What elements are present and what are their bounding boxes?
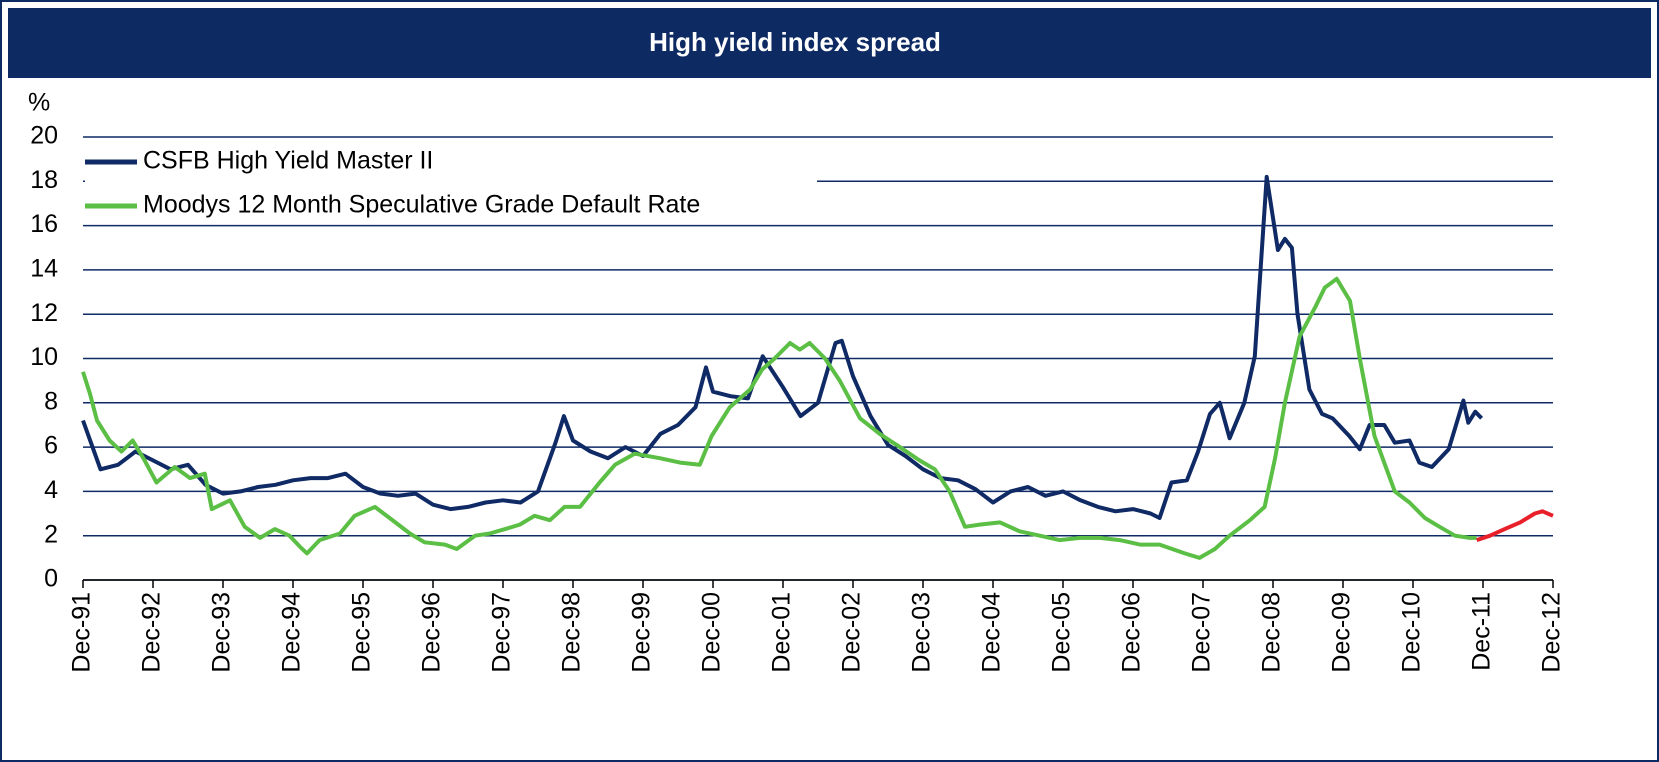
x-tick-label: Dec-10 <box>1398 592 1426 673</box>
x-tick-label: Dec-98 <box>558 592 586 673</box>
y-tick-label: 14 <box>30 255 58 283</box>
x-tick-label: Dec-08 <box>1258 592 1286 673</box>
x-tick-label: Dec-00 <box>698 592 726 673</box>
x-tick-label: Dec-96 <box>418 592 446 673</box>
y-tick-label: 16 <box>30 210 58 238</box>
y-tick-label: 10 <box>30 343 58 371</box>
y-tick-label: 20 <box>30 122 58 150</box>
y-tick-label: 6 <box>44 432 58 460</box>
x-tick-label: Dec-04 <box>978 592 1006 673</box>
x-tick-label: Dec-91 <box>68 592 96 673</box>
x-tick-label: Dec-09 <box>1328 592 1356 673</box>
x-tick-label: Dec-07 <box>1188 592 1216 673</box>
series-line <box>1476 509 1554 542</box>
header-bar <box>8 8 1651 78</box>
chart-title: High yield index spread <box>649 27 941 57</box>
legend-box <box>85 148 817 222</box>
x-tick-label: Dec-11 <box>1468 592 1496 671</box>
x-tick-label: Dec-97 <box>488 592 516 673</box>
x-tick-label: Dec-93 <box>208 592 236 673</box>
y-tick-label: 12 <box>30 299 58 327</box>
legend-label: CSFB High Yield Master II <box>143 147 433 175</box>
x-tick-label: Dec-06 <box>1118 592 1146 673</box>
x-tick-label: Dec-92 <box>138 592 166 673</box>
legend-label: Moodys 12 Month Speculative Grade Defaul… <box>143 191 700 219</box>
x-tick-label: Dec-12 <box>1538 592 1566 673</box>
series-line <box>81 276 1477 560</box>
y-tick-label: 2 <box>44 520 58 548</box>
y-tick-label: 4 <box>44 476 58 504</box>
y-tick-label: 18 <box>30 166 58 194</box>
y-tick-label: 0 <box>44 565 58 593</box>
y-axis-label: % <box>28 89 50 117</box>
series-line <box>81 174 1484 520</box>
y-tick-label: 8 <box>44 387 58 415</box>
x-tick-label: Dec-05 <box>1048 592 1076 673</box>
x-tick-label: Dec-02 <box>838 592 866 673</box>
x-tick-label: Dec-99 <box>628 592 656 673</box>
x-tick-label: Dec-95 <box>348 592 376 673</box>
x-tick-label: Dec-01 <box>768 592 796 673</box>
x-tick-label: Dec-03 <box>908 592 936 673</box>
x-tick-label: Dec-94 <box>278 592 306 673</box>
